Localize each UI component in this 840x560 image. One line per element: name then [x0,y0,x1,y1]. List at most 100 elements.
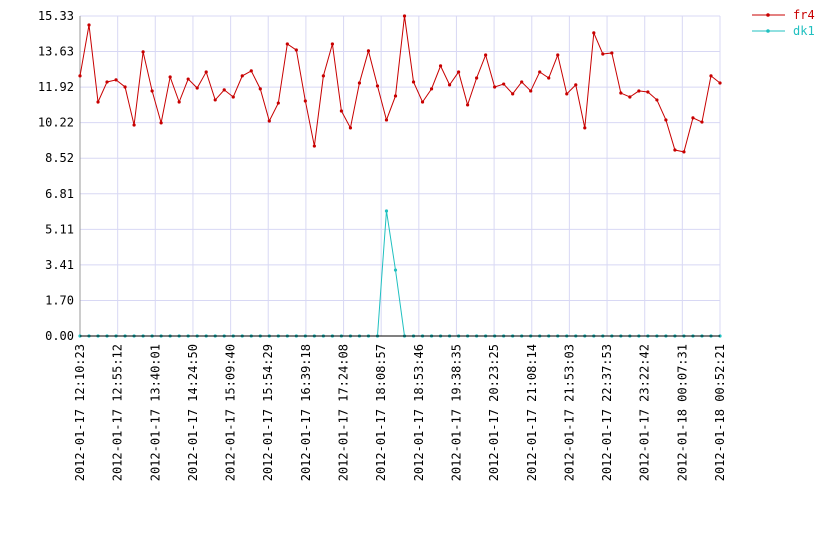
data-point [348,126,353,130]
data-point [384,118,389,122]
data-point [592,31,596,35]
data-point [294,48,298,52]
data-point [664,118,668,122]
data-point [366,49,371,53]
y-tick-label: 11.92 [38,80,74,94]
legend-marker [766,29,770,33]
legend-label: fr4 [793,8,815,22]
x-tick-label: 2012-01-17 19:38:35 [449,344,463,481]
data-point [547,76,551,80]
data-point [402,14,407,18]
y-tick-label: 1.70 [45,293,74,307]
x-tick-label: 2012-01-17 21:08:14 [525,344,539,481]
data-point [447,83,452,87]
data-point [222,88,226,92]
x-tick-label: 2012-01-17 18:53:46 [412,344,426,481]
data-point [475,76,479,80]
data-point [267,119,271,123]
data-point [718,81,722,85]
y-tick-label: 15.33 [38,9,74,23]
data-point [655,98,659,102]
data-point [123,85,127,89]
data-point [393,94,398,98]
data-point [168,75,172,79]
data-point [276,101,280,105]
data-point [231,95,235,99]
data-point [628,95,632,99]
x-tick-label: 2012-01-17 12:55:12 [111,344,125,481]
data-point [466,103,470,107]
y-tick-label: 10.22 [38,116,74,130]
x-tick-label: 2012-01-17 13:40:01 [148,344,162,481]
data-point [556,53,560,57]
data-point [312,144,316,148]
data-point [700,120,704,124]
data-point [141,50,145,54]
data-point [493,85,497,89]
legend-label: dk1 [793,24,815,38]
data-point [195,86,199,90]
data-point [610,51,614,55]
data-point [538,70,542,74]
x-tick-label: 2012-01-17 17:24:08 [337,344,351,481]
series-line [79,15,721,153]
data-point [438,64,443,68]
data-point [303,99,307,103]
data-point [285,42,289,46]
data-point [574,83,578,87]
data-point [258,87,262,91]
data-point [691,116,695,120]
data-point [357,81,362,85]
data-point [339,109,344,113]
data-point [114,78,118,82]
data-point [511,92,515,96]
x-tick-label: 2012-01-17 22:37:53 [600,344,614,481]
data-point [186,77,190,81]
y-tick-label: 5.11 [45,222,74,236]
data-point [393,268,398,272]
x-tick-label: 2012-01-17 16:39:18 [299,344,313,481]
data-point [240,74,244,78]
data-point [502,82,506,86]
data-point [96,100,100,104]
data-point [159,121,163,125]
data-point [673,148,677,152]
x-tick-label: 2012-01-17 15:54:29 [261,344,275,481]
x-tick-label: 2012-01-17 23:22:42 [638,344,652,481]
data-point [87,23,91,27]
x-tick-label: 2012-01-18 00:07:31 [675,344,689,481]
data-point [682,150,686,154]
data-point [619,91,623,95]
x-tick-label: 2012-01-17 14:24:50 [186,344,200,481]
y-tick-label: 8.52 [45,151,74,165]
data-point [565,92,569,96]
data-point [105,80,109,84]
data-point [384,209,389,213]
y-tick-label: 0.00 [45,329,74,343]
y-tick-label: 6.81 [45,187,74,201]
data-point [213,98,217,102]
data-point [249,69,253,73]
data-point [583,126,587,130]
data-point [529,89,533,93]
data-point [709,74,713,78]
data-point [78,74,82,78]
legend-marker [766,13,770,17]
data-point [375,84,380,88]
data-point [637,89,641,93]
x-tick-label: 2012-01-18 00:52:21 [713,344,727,481]
data-point [484,53,488,57]
data-point [456,70,461,74]
x-tick-label: 2012-01-17 18:08:57 [374,344,388,481]
data-point [411,80,416,84]
y-tick-label: 13.63 [38,45,74,59]
x-tick-label: 2012-01-17 21:53:03 [562,344,576,481]
data-point [646,90,650,94]
x-tick-label: 2012-01-17 20:23:25 [487,344,501,481]
y-tick-label: 3.41 [45,258,74,272]
data-point [321,74,325,78]
data-point [177,100,181,104]
x-tick-label: 2012-01-17 15:09:40 [224,344,238,481]
data-point [132,123,136,127]
